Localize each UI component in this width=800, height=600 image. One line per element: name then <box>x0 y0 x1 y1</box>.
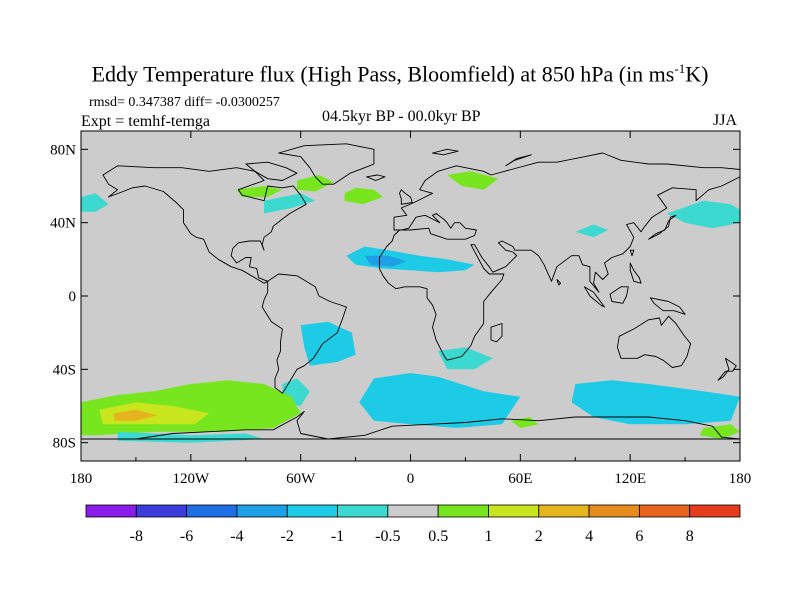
colorbar-label: 1 <box>485 528 493 545</box>
x-tick-label: 60W <box>286 471 316 487</box>
anomaly-southern-ocean-atlantic-negative <box>359 373 521 428</box>
anomaly-siberia-positive <box>447 171 499 190</box>
colorbar-label: 4 <box>585 528 593 545</box>
anomaly-labrador-positive <box>236 186 283 197</box>
rmsd-label: rmsd= 0.347387 diff= -0.0300257 <box>89 95 280 110</box>
colorbar-label: -4 <box>230 528 243 545</box>
colorbar-swatch <box>488 504 540 518</box>
colorbar-label: 2 <box>535 528 543 545</box>
colorbar-swatch <box>689 504 741 518</box>
anomaly-north-pacific-east-negative <box>666 200 740 229</box>
coastline-australia <box>616 315 692 368</box>
coastline-south-america <box>261 273 347 394</box>
colorbar-label: 6 <box>635 528 643 545</box>
colorbar-label: -1 <box>331 528 344 545</box>
coastline-svalbard <box>432 148 459 156</box>
coastline-new-zealand <box>717 357 737 381</box>
anomaly-australia-south-positive <box>699 424 740 439</box>
colorbar-label: -2 <box>281 528 294 545</box>
plot-area <box>81 131 740 461</box>
anomaly-tropical-atlantic-core <box>364 255 407 267</box>
colorbar-swatch <box>186 504 238 518</box>
y-tick-label: 0 <box>69 289 77 305</box>
x-tick-label: 180 <box>729 471 752 487</box>
x-tick-label: 120W <box>172 471 210 487</box>
anomaly-tropical-atlantic-negative <box>346 246 475 273</box>
anomaly-south-pacific-strong <box>114 409 158 421</box>
colorbar-swatch <box>85 504 137 518</box>
y-tick-label: 40N <box>50 216 76 232</box>
colorbar-swatch <box>638 504 691 518</box>
colorbar-swatch <box>337 504 389 518</box>
anomaly-south-atlantic-negative <box>300 321 356 366</box>
y-tick-label: 80N <box>50 142 76 158</box>
colorbar-label: 0.5 <box>428 528 448 545</box>
anomaly-europe-positive <box>344 187 383 205</box>
coastline-new-guinea <box>649 297 686 315</box>
colorbar: -8 -6 -4 -2 -1 -0.5 0.5 1 2 4 6 8 <box>85 504 741 545</box>
anomaly-south-africa-negative <box>438 347 493 370</box>
anomaly-antarctic-negative-strip <box>117 431 265 443</box>
x-tick-label: 60E <box>508 471 532 487</box>
chart-title: Eddy Temperature flux (High Pass, Bloomf… <box>0 56 800 87</box>
colorbar-swatch <box>538 504 590 518</box>
x-tick-label: 180 <box>70 471 93 487</box>
y-tick-label: 80S <box>53 436 76 452</box>
coastline-philippines <box>629 262 642 284</box>
anomaly-southern-ocean-indian-negative <box>571 380 740 425</box>
coastline-madagascar <box>490 323 503 343</box>
coastline-greenland <box>278 143 375 185</box>
colorbar-swatch <box>135 504 188 518</box>
colorbar-swatch <box>286 504 338 518</box>
season-label: JJA <box>713 112 738 129</box>
coastline-british-isles <box>399 189 413 205</box>
coastline-north-america <box>102 165 307 284</box>
coastline-borneo <box>609 286 629 304</box>
chart-title-main: Eddy Temperature flux (High Pass, Bloomf… <box>91 61 675 87</box>
coastline-iceland <box>366 174 386 181</box>
coastline-layer <box>81 143 740 440</box>
anomaly-north-pacific-west-negative <box>81 193 109 212</box>
colorbar-label: 8 <box>686 528 694 545</box>
x-tick-label: 0 <box>407 471 415 487</box>
colorbar-swatch <box>236 504 288 518</box>
coastline-sri-lanka <box>556 279 562 286</box>
experiment-label: Expt = temhf-temga <box>81 113 210 130</box>
coastline-sumatra <box>583 286 605 308</box>
coastline-antarctica <box>81 411 740 440</box>
colorbar-swatch <box>387 504 439 518</box>
chart-title-superscript: -1 <box>674 61 686 76</box>
y-tick-label: 40S <box>53 362 76 378</box>
colorbar-label: -6 <box>180 528 193 545</box>
coastline-taiwan <box>629 249 635 257</box>
x-tick-label: 120E <box>614 471 646 487</box>
colorbar-swatch <box>437 504 489 518</box>
y-axis: 80N 40N 0 40S 80S <box>50 142 740 452</box>
anomaly-layer <box>81 171 740 443</box>
colorbar-label: -0.5 <box>375 528 400 545</box>
x-axis: 180 120W 60W 0 60E 120E 180 <box>70 131 752 487</box>
coastline-novaya-zemlya <box>505 154 532 167</box>
coastline-eurasia-africa <box>378 152 740 361</box>
colorbar-label: -8 <box>130 528 143 545</box>
coastline-baffin-island <box>245 161 298 181</box>
chart-title-end: K) <box>685 61 709 87</box>
period-label: 04.5kyr BP - 00.0kyr BP <box>322 108 481 125</box>
anomaly-north-atlantic-positive <box>297 175 334 192</box>
colorbar-swatch <box>588 504 640 518</box>
anomaly-east-asia-negative <box>575 224 609 238</box>
coastline-japan <box>648 214 677 240</box>
